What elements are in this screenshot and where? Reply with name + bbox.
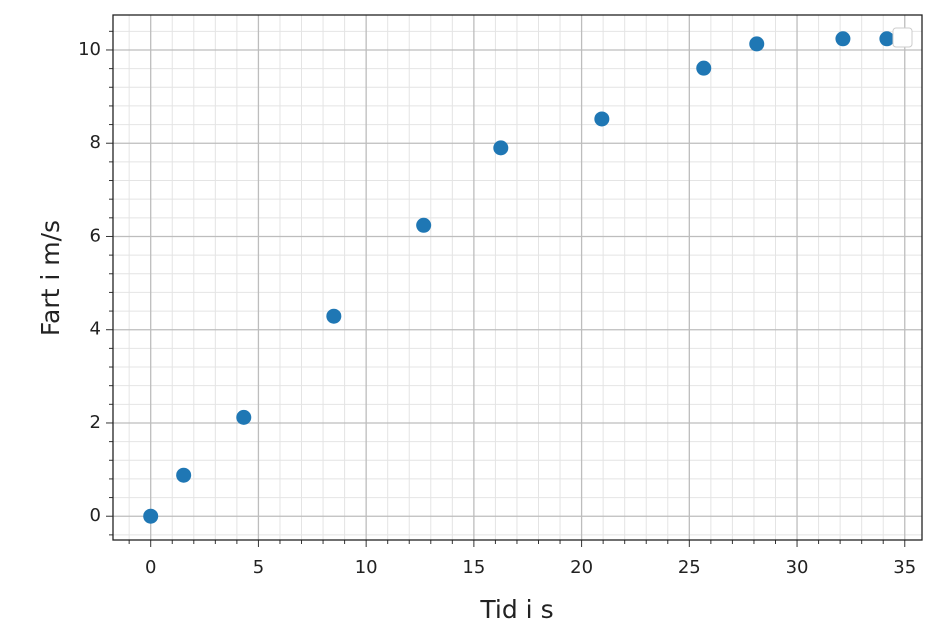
point [326,308,342,324]
point [879,31,895,47]
x-tick-label: 5 [253,557,264,578]
y-tick-label: 2 [90,412,101,433]
x-tick-label: 35 [893,557,916,578]
x-tick-label: 10 [355,557,378,578]
y-tick-label: 10 [78,39,101,60]
point [416,217,432,233]
plot-frame [112,14,923,541]
point [749,36,765,52]
legend-box [892,27,913,48]
point [493,140,509,156]
x-tick-label: 30 [786,557,809,578]
y-tick-label: 8 [90,132,101,153]
point [176,467,192,483]
point [835,31,851,47]
point [594,111,610,127]
y-tick-label: 6 [90,225,101,246]
x-tick-label: 0 [145,557,156,578]
point [143,508,159,524]
x-tick-label: 15 [462,557,485,578]
x-tick-label: 20 [570,557,593,578]
y-tick-label: 0 [90,505,101,526]
x-axis-label: Tid i s [479,595,553,624]
plot-area [113,15,922,540]
point [696,60,712,76]
y-tick-label: 4 [90,319,101,340]
x-tick-label: 25 [678,557,701,578]
y-axis-label: Fart i m/s [36,220,65,336]
point [236,409,252,425]
